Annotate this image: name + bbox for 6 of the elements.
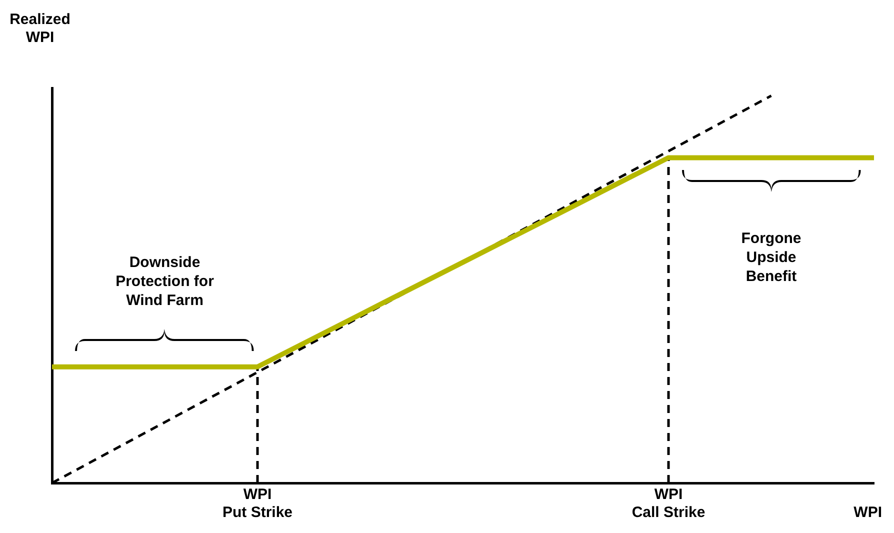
x-tick-label: WPI Put Strike xyxy=(222,486,293,522)
x-axis-title: WPI xyxy=(854,504,882,522)
annotation: Downside Protection for Wind Farm xyxy=(116,254,214,309)
annotation: Forgone Upside Benefit xyxy=(741,230,802,285)
x-tick-label: WPI Call Strike xyxy=(632,486,706,522)
y-axis-title: Realized WPI xyxy=(10,11,70,46)
